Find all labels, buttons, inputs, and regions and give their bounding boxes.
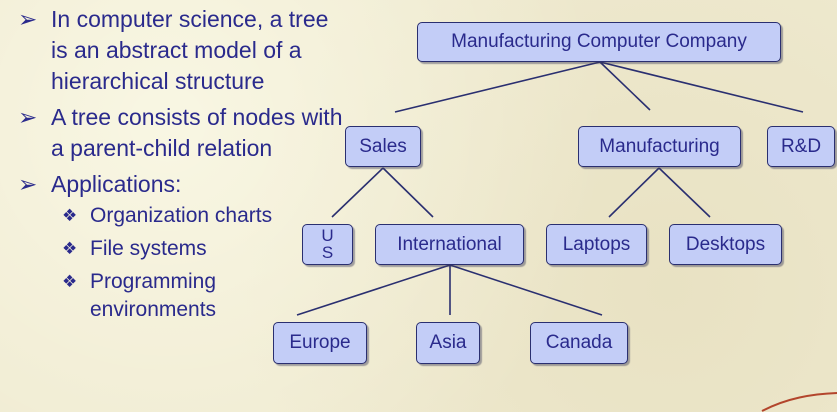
bullet-list: ➢ In computer science, a tree is an abst… bbox=[18, 4, 348, 329]
edge-sales-us bbox=[331, 167, 384, 218]
edge-international-canada bbox=[449, 264, 603, 316]
edge-manufacturing-laptops bbox=[608, 167, 660, 218]
node-international: International bbox=[375, 224, 524, 265]
edge-sales-international bbox=[382, 167, 434, 218]
bullet-text: In computer science, a tree is an abstra… bbox=[51, 6, 329, 94]
node-sales: Sales bbox=[345, 126, 421, 167]
sub-bullet-programming: ❖ Programming environments bbox=[62, 268, 240, 324]
node-us: US bbox=[302, 224, 353, 265]
node-root: Manufacturing Computer Company bbox=[417, 22, 781, 62]
arrow-bullet-icon: ➢ bbox=[18, 6, 38, 32]
node-laptops: Laptops bbox=[546, 224, 647, 265]
node-desktops: Desktops bbox=[669, 224, 782, 265]
edge-root-manufacturing bbox=[599, 61, 651, 111]
node-rd: R&D bbox=[767, 126, 835, 167]
arrow-bullet-icon: ➢ bbox=[18, 171, 38, 197]
node-europe: Europe bbox=[273, 322, 367, 364]
node-manufacturing: Manufacturing bbox=[578, 126, 741, 167]
sub-bullet-text: Programming environments bbox=[90, 270, 217, 321]
bullet-tree-nodes: ➢ A tree consists of nodes with a parent… bbox=[18, 102, 348, 164]
bullet-text: Applications: bbox=[51, 171, 182, 197]
arrow-bullet-icon: ➢ bbox=[18, 104, 38, 130]
edge-root-rd bbox=[599, 61, 804, 113]
sub-bullet-org-charts: ❖ Organization charts bbox=[62, 202, 348, 230]
decorative-swoosh bbox=[761, 392, 837, 412]
sub-bullet-text: File systems bbox=[90, 237, 207, 260]
bullet-applications: ➢ Applications: bbox=[18, 169, 348, 200]
edge-manufacturing-desktops bbox=[658, 167, 711, 218]
diamond-bullet-icon: ❖ bbox=[62, 272, 78, 291]
sub-bullet-text: Organization charts bbox=[90, 204, 273, 227]
edge-root-sales bbox=[394, 61, 601, 113]
edge-international-europe bbox=[296, 264, 451, 316]
bullet-tree-definition: ➢ In computer science, a tree is an abst… bbox=[18, 4, 348, 97]
node-canada: Canada bbox=[530, 322, 628, 364]
sub-bullet-file-systems: ❖ File systems bbox=[62, 235, 348, 263]
diamond-bullet-icon: ❖ bbox=[62, 206, 78, 225]
bullet-text: A tree consists of nodes with a parent-c… bbox=[51, 104, 343, 161]
node-asia: Asia bbox=[416, 322, 480, 364]
diamond-bullet-icon: ❖ bbox=[62, 239, 78, 258]
